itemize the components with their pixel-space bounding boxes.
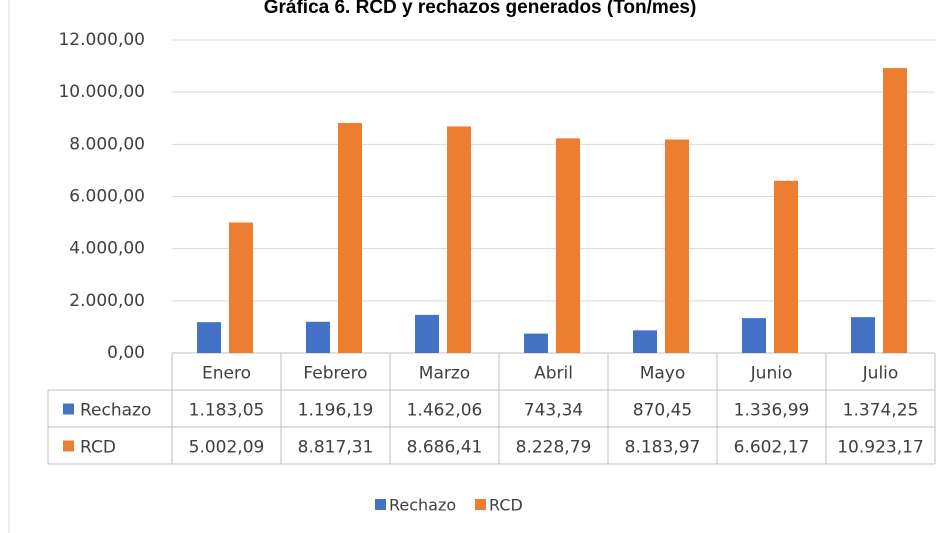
- bar: [197, 322, 221, 353]
- x-tick-label: Marzo: [419, 364, 470, 384]
- row-header: Rechazo: [80, 401, 151, 421]
- bar: [633, 330, 657, 353]
- table-cell: 1.462,06: [407, 401, 483, 421]
- bar: [229, 222, 253, 353]
- bar: [415, 314, 439, 353]
- y-tick-label: 8.000,00: [69, 134, 145, 154]
- y-tick-label: 2.000,00: [69, 291, 145, 311]
- legend-label: RCD: [489, 496, 523, 515]
- bar: [774, 180, 798, 353]
- x-tick-label: Junio: [750, 364, 793, 384]
- bar: [851, 317, 875, 353]
- y-tick-label: 12.000,00: [58, 30, 145, 50]
- x-tick-label: Mayo: [640, 364, 686, 384]
- table-cell: 8.228,79: [516, 438, 592, 458]
- x-tick-label: Julio: [862, 364, 899, 384]
- table-cell: 870,45: [633, 401, 692, 421]
- y-tick-label: 6.000,00: [69, 187, 145, 207]
- bar: [306, 321, 330, 353]
- bar: [883, 68, 907, 354]
- bar: [742, 318, 766, 353]
- y-tick-label: 4.000,00: [69, 239, 145, 259]
- legend-label: Rechazo: [389, 496, 456, 515]
- chart-frame: [8, 0, 10, 533]
- table-cell: 1.336,99: [734, 401, 810, 421]
- table-cell: 5.002,09: [189, 438, 265, 458]
- bar: [665, 139, 689, 353]
- legend-key: [63, 403, 74, 415]
- legend-key: [375, 499, 386, 510]
- table-cell: 1.196,19: [298, 401, 374, 421]
- table-cell: 8.686,41: [407, 438, 483, 458]
- y-tick-label: 10.000,00: [58, 82, 145, 102]
- table-cell: 6.602,17: [734, 438, 810, 458]
- x-tick-label: Abril: [534, 364, 573, 384]
- bar: [556, 138, 580, 353]
- table-cell: 1.374,25: [843, 401, 919, 421]
- legend-key: [63, 440, 74, 452]
- chart-title: Gráfica 6. RCD y rechazos generados (Ton…: [264, 0, 697, 18]
- bar: [338, 123, 362, 353]
- y-tick-label: 0,00: [107, 343, 145, 363]
- bar: [447, 126, 471, 353]
- table-cell: 743,34: [524, 401, 583, 421]
- legend-key: [475, 499, 486, 510]
- table-cell: 1.183,05: [189, 401, 265, 421]
- row-header: RCD: [80, 438, 116, 458]
- table-cell: 10.923,17: [837, 438, 924, 458]
- x-tick-label: Enero: [202, 364, 251, 384]
- table-cell: 8.183,97: [625, 438, 701, 458]
- table-cell: 8.817,31: [298, 438, 374, 458]
- bar: [524, 333, 548, 353]
- x-tick-label: Febrero: [303, 364, 367, 384]
